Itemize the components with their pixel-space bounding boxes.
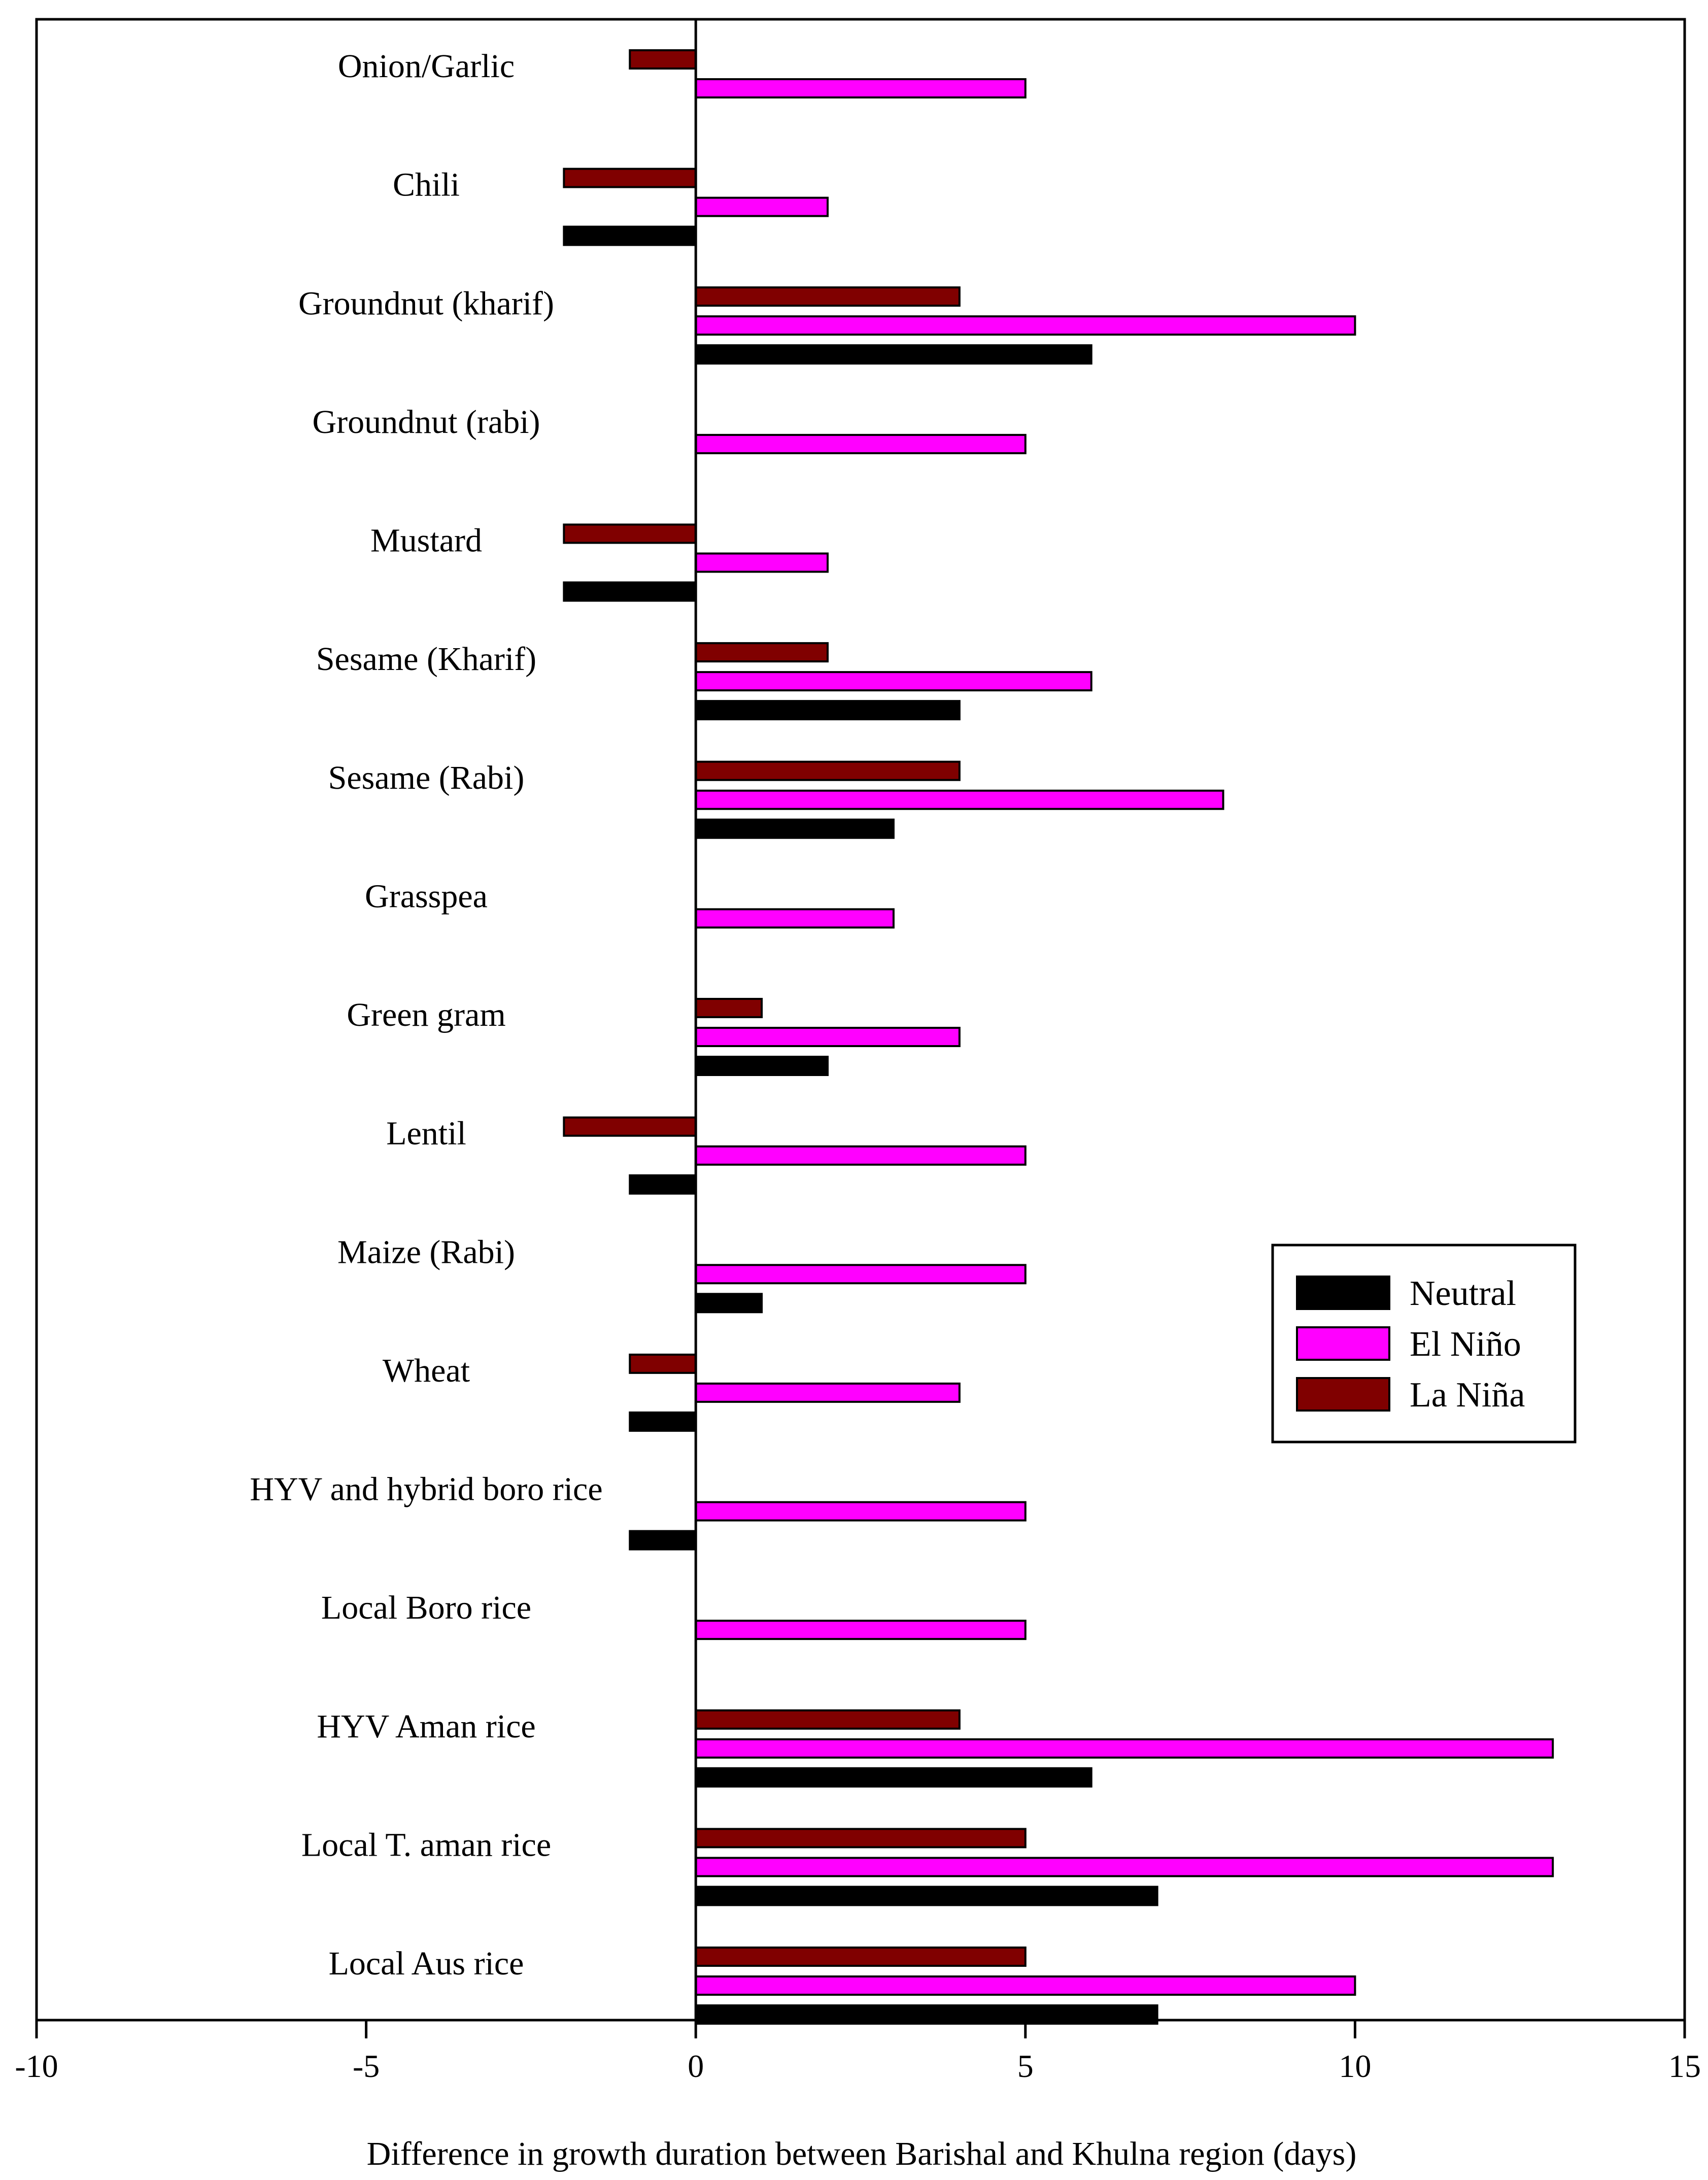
bar-onion-garlic-la-nina xyxy=(629,49,697,70)
bar-sesame-kharif-el-nino xyxy=(695,671,1092,692)
category-label: Sesame (Rabi) xyxy=(328,759,525,796)
bar-groundnut-rabi-el-nino xyxy=(695,433,1027,454)
bar-green-gram-neutral xyxy=(695,1056,829,1076)
legend-label-el-nino: El Niño xyxy=(1410,1325,1521,1364)
bar-wheat-la-nina xyxy=(629,1353,697,1374)
x-axis-title: Difference in growth duration between Ba… xyxy=(367,2135,1357,2172)
bar-lentil-neutral xyxy=(629,1174,697,1195)
bar-groundnut-kharif-neutral xyxy=(695,344,1092,365)
bar-local-t-aman-rice-la-nina xyxy=(695,1828,1027,1849)
bar-green-gram-la-nina xyxy=(695,998,763,1018)
bar-sesame-kharif-neutral xyxy=(695,700,961,721)
bar-hyv-aman-rice-neutral xyxy=(695,1767,1092,1788)
bar-local-t-aman-rice-neutral xyxy=(695,1886,1158,1906)
x-tick-label: -10 xyxy=(15,2048,58,2084)
category-label: Groundnut (kharif) xyxy=(298,285,554,322)
category-labels: Onion/Garlic Chili Groundnut (kharif) Groun… xyxy=(250,48,602,1982)
bar-local-boro-rice-el-nino xyxy=(695,1620,1027,1640)
x-tick-label: 15 xyxy=(1668,2048,1701,2084)
bar-local-aus-rice-la-nina xyxy=(695,1947,1027,1967)
bar-sesame-kharif-la-nina xyxy=(695,642,829,663)
category-label: Sesame (Kharif) xyxy=(316,641,536,678)
category-label: Grasspea xyxy=(365,878,488,915)
legend-swatch-neutral xyxy=(1296,1276,1390,1310)
plot-frame xyxy=(35,18,1686,2022)
category-label: Chili xyxy=(393,166,460,204)
bar-green-gram-el-nino xyxy=(695,1027,961,1047)
axes-layer xyxy=(35,18,1686,2022)
bar-mustard-la-nina xyxy=(563,523,697,544)
bar-sesame-rabi-el-nino xyxy=(695,789,1224,810)
category-label: Groundnut (rabi) xyxy=(312,404,540,441)
bar-hyv-aman-rice-el-nino xyxy=(695,1738,1554,1759)
bar-sesame-rabi-la-nina xyxy=(695,760,961,781)
legend-swatch-la-nina xyxy=(1296,1377,1390,1412)
bar-maize-rabi-el-nino xyxy=(695,1264,1027,1285)
bar-hyv-and-hybrid-boro-rice-neutral xyxy=(629,1530,697,1551)
bar-mustard-el-nino xyxy=(695,552,829,573)
category-label: Green gram xyxy=(347,996,505,1033)
bar-chili-neutral xyxy=(563,225,697,246)
legend-label-la-nina: La Niña xyxy=(1410,1376,1525,1415)
category-label: Wheat xyxy=(383,1352,470,1389)
bar-lentil-el-nino xyxy=(695,1145,1027,1166)
category-label: HYV Aman rice xyxy=(317,1708,535,1745)
bar-local-aus-rice-el-nino xyxy=(695,1975,1356,1996)
bar-maize-rabi-neutral xyxy=(695,1293,763,1314)
bars-layer xyxy=(563,49,1554,2025)
bar-onion-garlic-el-nino xyxy=(695,78,1027,98)
bar-sesame-rabi-neutral xyxy=(695,818,895,839)
bar-wheat-neutral xyxy=(629,1411,697,1432)
x-tick-label: -5 xyxy=(353,2048,380,2084)
bar-chili-el-nino xyxy=(695,196,829,217)
category-label: Local Aus rice xyxy=(329,1945,524,1982)
x-tick-label: 5 xyxy=(1017,2048,1034,2084)
bar-grasspea-el-nino xyxy=(695,908,895,929)
bar-local-t-aman-rice-el-nino xyxy=(695,1857,1554,1877)
category-label: HYV and hybrid boro rice xyxy=(250,1471,602,1508)
x-tick-label: 10 xyxy=(1339,2048,1371,2084)
x-tick-label: 0 xyxy=(688,2048,704,2084)
bar-mustard-neutral xyxy=(563,581,697,602)
bar-chili-la-nina xyxy=(563,167,697,188)
category-label: Maize (Rabi) xyxy=(337,1233,515,1270)
legend-swatch-el-nino xyxy=(1296,1326,1390,1361)
bar-hyv-and-hybrid-boro-rice-el-nino xyxy=(695,1501,1027,1522)
category-label: Local Boro rice xyxy=(321,1589,531,1626)
category-label: Local T. aman rice xyxy=(301,1826,551,1863)
bar-lentil-la-nina xyxy=(563,1116,697,1137)
bar-wheat-el-nino xyxy=(695,1382,961,1403)
bar-groundnut-kharif-la-nina xyxy=(695,286,961,307)
category-label: Mustard xyxy=(370,522,482,559)
bar-groundnut-kharif-el-nino xyxy=(695,315,1356,336)
legend: Neutral El Niño La Niña xyxy=(1271,1244,1577,1444)
category-label: Onion/Garlic xyxy=(338,48,515,85)
bar-hyv-aman-rice-la-nina xyxy=(695,1709,961,1730)
category-label: Lentil xyxy=(386,1115,466,1152)
x-axis-ticks: -10 -5 0 5 10 15 xyxy=(15,2020,1701,2084)
legend-label-neutral: Neutral xyxy=(1410,1274,1516,1313)
